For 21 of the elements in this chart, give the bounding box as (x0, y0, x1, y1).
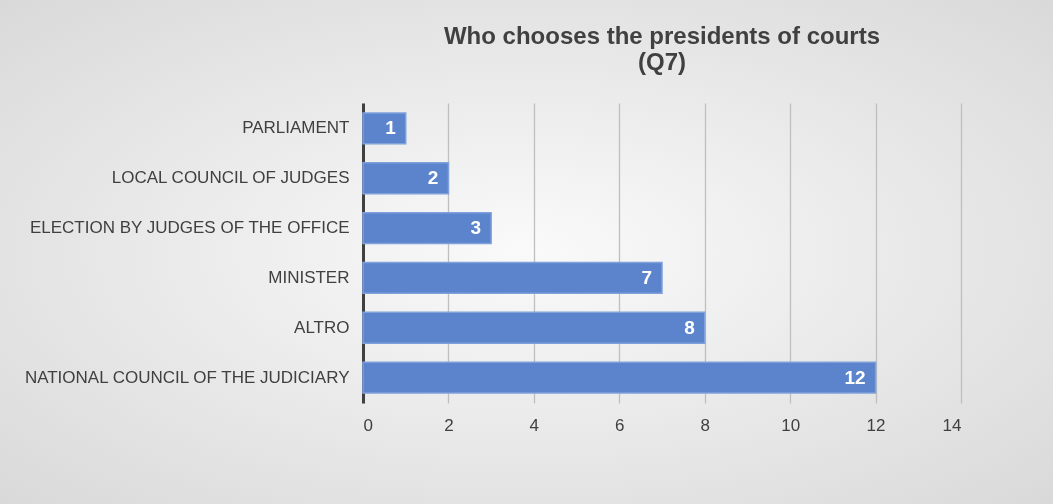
y-tick-label: LOCAL COUNCIL OF JUDGES (111, 168, 350, 188)
data-label: 7 (641, 266, 652, 288)
chart-title: Who chooses the presidents of courts (Q7) (443, 22, 881, 75)
data-label: 1 (385, 117, 397, 139)
x-tick-label: 8 (700, 415, 710, 435)
x-tick-label: 12 (866, 415, 886, 435)
data-label: 8 (684, 316, 695, 338)
y-tick-label: NATIONAL COUNCIL OF THE JUDICIARY (24, 367, 350, 387)
data-label: 3 (470, 217, 482, 239)
x-tick-label: 14 (942, 415, 962, 435)
x-tick-label: 10 (781, 415, 801, 435)
y-tick-label: PARLIAMENT (242, 118, 350, 138)
x-tick-label: 0 (363, 415, 373, 435)
data-label: 2 (427, 167, 439, 189)
data-label: 12 (844, 366, 866, 388)
x-tick-label: 2 (444, 415, 454, 435)
x-tick-label: 4 (529, 415, 540, 435)
y-tick-label: ALTRO (294, 317, 350, 337)
x-tick-label: 6 (615, 415, 625, 435)
y-tick-label: ELECTION BY JUDGES OF THE OFFICE (29, 218, 350, 238)
y-tick-label: MINISTER (268, 267, 350, 287)
